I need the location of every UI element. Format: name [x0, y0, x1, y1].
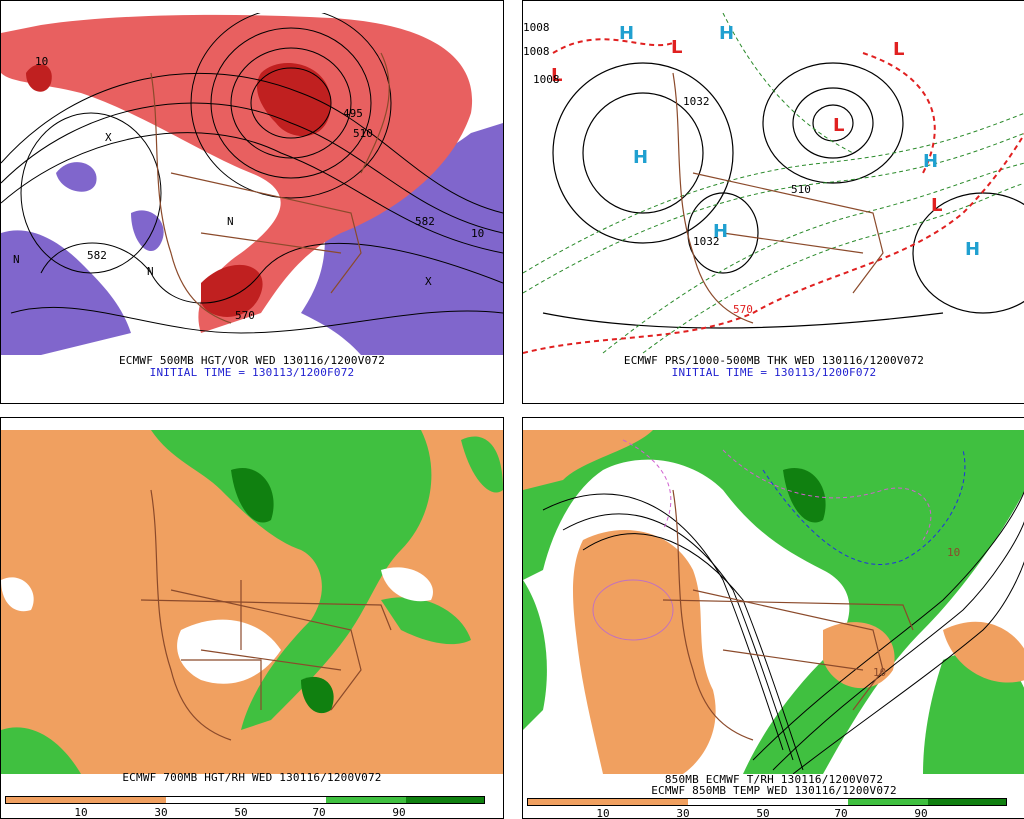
vorticity-positive-area: [1, 14, 473, 333]
high-pressure-marker: H: [923, 151, 938, 172]
panel-pressure-thickness: H H H H H H L L L L L 1008 1008 1008 570…: [522, 0, 1024, 404]
max-marker: N: [147, 265, 154, 278]
colorbar-tick: 30: [154, 806, 168, 819]
vorticity-max-core: [26, 64, 52, 92]
vorticity-negative-area: [56, 162, 97, 192]
max-marker: N: [13, 253, 20, 266]
rh-moist-area: [461, 436, 503, 493]
panel-title: ECMWF 500MB HGT/VOR WED 130116/1200V072: [118, 354, 386, 367]
rh-dry-area: [943, 621, 1024, 683]
panel-500mb-hgt-vor: 582 582 570 510 495 10 10 N N N X X ECMW…: [0, 0, 504, 404]
low-pressure-marker: L: [551, 65, 562, 86]
initial-time-label: INITIAL TIME = 130113/1200F072: [149, 366, 355, 379]
vorticity-max-core: [201, 264, 263, 317]
high-pressure-marker: H: [965, 239, 980, 260]
contour-label: 570: [235, 309, 255, 322]
rh-moist-area: [523, 580, 547, 730]
high-pressure-marker: H: [719, 23, 734, 44]
high-pressure-marker: H: [633, 147, 648, 168]
rh-moist-area: [923, 651, 1024, 774]
contour-label: 10: [947, 546, 960, 559]
contour-label: 1032: [693, 235, 720, 248]
colorbar-tick: 30: [676, 807, 690, 819]
rh-saturated-area: [231, 468, 274, 523]
contour-label: 10: [873, 666, 886, 679]
rh-moist-area: [381, 597, 471, 645]
initial-time-label: INITIAL TIME = 130113/1200F072: [671, 366, 877, 379]
panel-title: ECMWF PRS/1000-500MB THK WED 130116/1200…: [623, 354, 925, 367]
high-pressure-marker: H: [619, 23, 634, 44]
vorticity-negative-area: [301, 123, 503, 355]
vorticity-negative-area: [1, 230, 131, 355]
rh-saturated-area: [301, 676, 334, 714]
contour-label: 1008: [523, 45, 550, 58]
rh-neutral-area: [1, 577, 34, 612]
colorbar-tick: 50: [756, 807, 770, 819]
rh-saturated-area: [783, 468, 826, 523]
vorticity-negative-area: [131, 210, 164, 252]
contour-label: 1032: [683, 95, 710, 108]
rh-moist-area: [151, 430, 432, 730]
colorbar-tick: 70: [312, 806, 326, 819]
contour-label: 1008: [523, 21, 550, 34]
vorticity-max-core: [256, 63, 331, 137]
colorbar-tick: 90: [914, 807, 928, 819]
contour-label: 582: [87, 249, 107, 262]
low-pressure-marker: L: [931, 195, 942, 216]
colorbar-ticks: 10 30 50 70 90: [523, 807, 1024, 819]
contour-label: 510: [791, 183, 811, 196]
rh-dry-area: [823, 622, 895, 689]
rh-moist-area: [523, 430, 1024, 774]
max-marker: N: [227, 215, 234, 228]
colorbar-tick: 10: [596, 807, 610, 819]
low-pressure-marker: L: [893, 39, 904, 60]
high-pressure-marker: H: [713, 221, 728, 242]
rh-neutral-area: [177, 619, 281, 684]
contour-label: 495: [343, 107, 363, 120]
colorbar-tick: 90: [392, 806, 406, 819]
map-mslp-thickness: H H H H H H L L L L L 1008 1008 1008 570…: [523, 13, 1024, 354]
panel-850mb-t-rh: 10 10 850MB ECMWF T/RH 130116/1200V072 E…: [522, 417, 1024, 819]
map-700mb-rh: [1, 430, 503, 774]
contour-label: 10: [471, 227, 484, 240]
rh-moist-area: [1, 727, 81, 774]
panel-title: 850MB ECMWF T/RH 130116/1200V072: [664, 773, 884, 786]
rh-dry-area: [523, 430, 653, 490]
contour-label: 570: [733, 303, 753, 316]
contour-label: 582: [415, 215, 435, 228]
panel-title: ECMWF 700MB HGT/RH WED 130116/1200V072: [122, 771, 382, 784]
rh-colorbar: [527, 798, 1007, 806]
colorbar-ticks: 10 30 50 70 90: [1, 806, 503, 818]
rh-colorbar: [5, 796, 485, 804]
colorbar-tick: 50: [234, 806, 248, 819]
low-pressure-marker: L: [833, 115, 844, 136]
panel-700mb-hgt-rh: ECMWF 700MB HGT/RH WED 130116/1200V072 1…: [0, 417, 504, 819]
map-850mb-temp-rh: 10 10: [523, 430, 1024, 774]
map-500mb-vorticity: 582 582 570 510 495 10 10 N N N X X: [1, 13, 503, 355]
contour-label: 10: [35, 55, 48, 68]
colorbar-tick: 70: [834, 807, 848, 819]
low-pressure-marker: L: [671, 37, 682, 58]
panel-subtitle: ECMWF 850MB TEMP WED 130116/1200V072: [651, 784, 897, 797]
min-marker: X: [105, 131, 112, 144]
contour-label: 1008: [533, 73, 560, 86]
rh-neutral-area: [381, 567, 433, 602]
colorbar-tick: 10: [74, 806, 88, 819]
min-marker: X: [425, 275, 432, 288]
contour-label: 510: [353, 127, 373, 140]
